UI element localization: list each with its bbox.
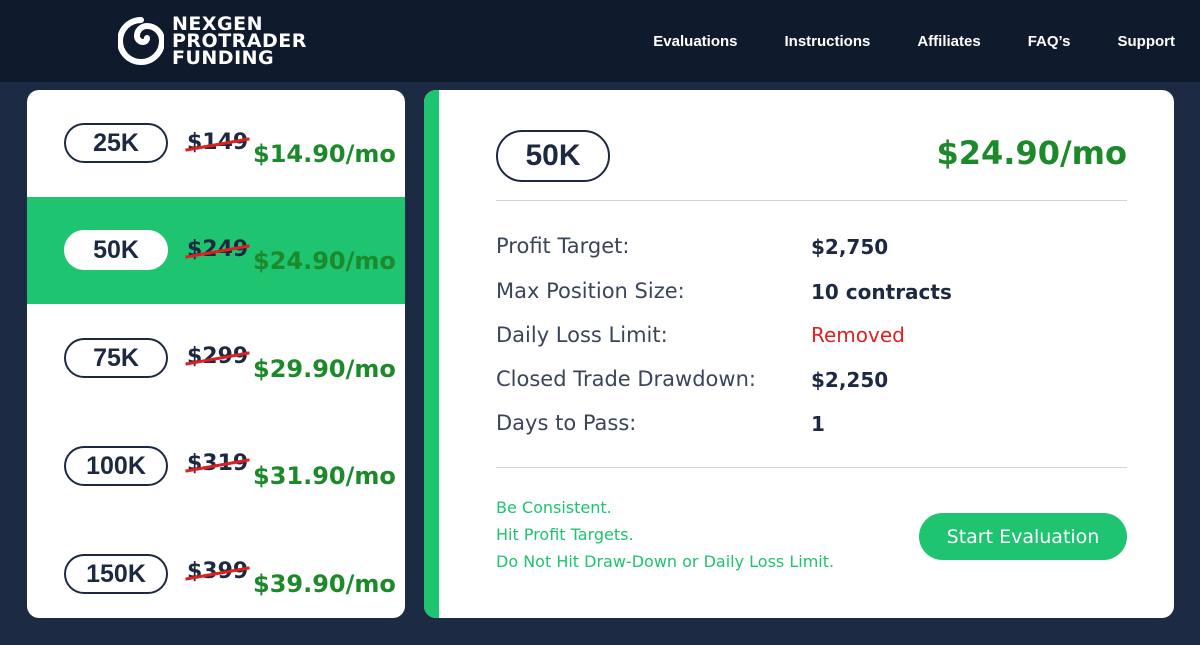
discount-price: $31.90/mo — [253, 462, 396, 490]
discount-price: $39.90/mo — [253, 570, 396, 598]
plan-option-150k[interactable]: 150K $399 $39.90/mo — [27, 518, 405, 618]
spiral-logo-icon — [118, 17, 164, 65]
plan-list: 25K $149 $14.90/mo 50K $249 $24.90/mo 75… — [27, 90, 405, 618]
nav-support[interactable]: Support — [1117, 32, 1176, 50]
spec-value-drawdown: $2,250 — [811, 368, 889, 392]
selected-accent-bar — [424, 90, 439, 618]
plan-option-50k[interactable]: 50K $249 $24.90/mo — [27, 197, 405, 304]
brand-line-1: NEXGEN — [172, 12, 264, 35]
selected-plan-size: 50K — [496, 130, 610, 182]
top-navigation-bar: NEXGEN PROTRADER FUNDING Evaluations Ins… — [0, 0, 1200, 82]
brand-name: NEXGEN PROTRADER FUNDING — [172, 12, 307, 69]
spec-value-daily-loss: Removed — [811, 323, 905, 347]
spec-label-daily-loss: Daily Loss Limit: — [496, 323, 668, 347]
nav-faqs[interactable]: FAQ’s — [1027, 32, 1071, 50]
plan-option-75k[interactable]: 75K $299 $29.90/mo — [27, 304, 405, 411]
original-price: $149 — [185, 130, 250, 155]
original-price: $249 — [185, 237, 250, 262]
plan-size-badge: 150K — [64, 554, 168, 594]
tip-be-consistent: Be Consistent. — [496, 498, 612, 517]
plan-size-badge: 25K — [64, 123, 168, 163]
spec-label-drawdown: Closed Trade Drawdown: — [496, 367, 756, 391]
discount-price: $24.90/mo — [253, 247, 396, 275]
nav-instructions[interactable]: Instructions — [784, 32, 871, 50]
tip-drawdown: Do Not Hit Draw-Down or Daily Loss Limit… — [496, 552, 835, 571]
nav-affiliates[interactable]: Affiliates — [917, 32, 981, 50]
plan-size-badge: 100K — [64, 446, 168, 486]
main-nav: Evaluations Instructions Affiliates FAQ’… — [606, 0, 1175, 82]
spec-label-profit-target: Profit Target: — [496, 234, 630, 258]
plan-size-badge: 50K — [64, 230, 168, 270]
spec-label-days-to-pass: Days to Pass: — [496, 411, 637, 435]
start-evaluation-button[interactable]: Start Evaluation — [919, 513, 1127, 560]
selected-plan-price: $24.90/mo — [936, 134, 1128, 172]
divider — [496, 200, 1127, 201]
original-price: $399 — [185, 559, 250, 584]
original-price: $299 — [185, 344, 250, 369]
brand-line-2: PROTRADER — [172, 29, 307, 52]
brand-logo[interactable]: NEXGEN PROTRADER FUNDING — [118, 12, 307, 70]
spec-value-profit-target: $2,750 — [811, 235, 889, 259]
discount-price: $14.90/mo — [253, 140, 396, 168]
brand-line-3: FUNDING — [172, 46, 275, 69]
spec-value-max-position: 10 contracts — [811, 280, 952, 304]
plan-size-badge: 75K — [64, 338, 168, 378]
divider — [496, 467, 1127, 468]
plan-option-100k[interactable]: 100K $319 $31.90/mo — [27, 411, 405, 518]
plan-detail-card: 50K $24.90/mo Profit Target: $2,750 Max … — [424, 90, 1174, 618]
spec-value-days-to-pass: 1 — [811, 412, 825, 436]
spec-label-max-position: Max Position Size: — [496, 279, 685, 303]
tip-hit-targets: Hit Profit Targets. — [496, 525, 634, 544]
nav-evaluations[interactable]: Evaluations — [653, 32, 738, 50]
plan-option-25k[interactable]: 25K $149 $14.90/mo — [27, 90, 405, 197]
original-price: $319 — [185, 451, 250, 476]
discount-price: $29.90/mo — [253, 355, 396, 383]
